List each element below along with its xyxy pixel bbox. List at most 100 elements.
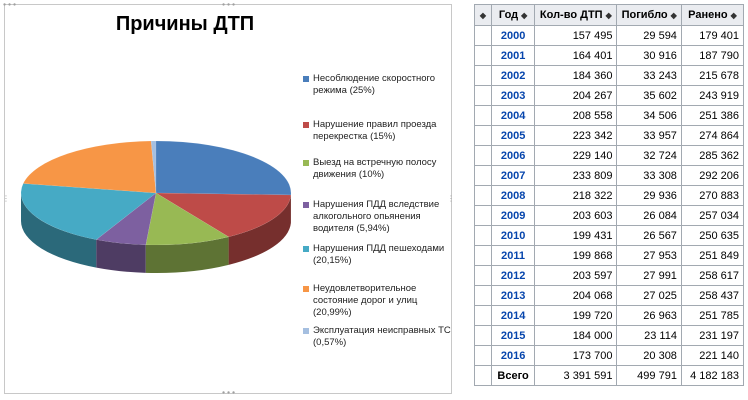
- sort-icon[interactable]: ◆: [521, 11, 528, 20]
- table-cell: 35 602: [616, 85, 682, 106]
- row-gutter-cell: [474, 345, 492, 366]
- legend-item: Нарушения ПДД вследствие алкогольного оп…: [303, 199, 451, 235]
- table-cell: 203 603: [534, 205, 618, 226]
- table-header-row: ◆ Год ◆ Кол-во ДТП ◆ Погибло ◆ Ранено ◆: [474, 4, 745, 26]
- table-row: 2016 173 700 20 308 221 140: [474, 345, 745, 366]
- year-link[interactable]: 2005: [490, 125, 536, 146]
- pie-slice-5[interactable]: [20, 183, 157, 240]
- sort-icon[interactable]: ◆: [605, 11, 612, 20]
- table-row: 2015 184 000 23 114 231 197: [474, 325, 745, 346]
- legend-item: Несоблюдение скоростного режима (25%): [303, 73, 451, 97]
- year-link[interactable]: 2008: [490, 185, 536, 206]
- row-gutter-cell: [474, 25, 492, 46]
- legend-label: Нарушения ПДД пешеходами (20,15%): [313, 243, 445, 266]
- total-cell: 499 791: [616, 365, 682, 386]
- sort-icon[interactable]: ◆: [670, 11, 677, 20]
- column-header-label: Год: [498, 9, 519, 21]
- legend-swatch: [303, 160, 309, 166]
- table-cell: 27 025: [616, 285, 682, 306]
- year-link[interactable]: 2001: [490, 45, 536, 66]
- resize-handle-icon[interactable]: ∙∙∙: [221, 388, 237, 397]
- resize-handle-icon[interactable]: ∙∙∙: [2, 0, 18, 9]
- table-cell: 27 953: [616, 245, 682, 266]
- table-row: 2008 218 322 29 936 270 883: [474, 185, 745, 206]
- row-gutter-cell: [474, 85, 492, 106]
- legend-swatch: [303, 246, 309, 252]
- row-gutter-cell: [474, 265, 492, 286]
- table-cell: 30 916: [616, 45, 682, 66]
- table-row: 2002 184 360 33 243 215 678: [474, 65, 745, 86]
- table-cell: 229 140: [534, 145, 618, 166]
- table-cell: 20 308: [616, 345, 682, 366]
- row-gutter-cell: [474, 165, 492, 186]
- pie-slice-7[interactable]: [150, 140, 157, 194]
- table-cell: 221 140: [680, 345, 745, 366]
- row-gutter-cell: [474, 225, 492, 246]
- sort-column-header[interactable]: ◆: [474, 4, 492, 26]
- table-row: 2012 203 597 27 991 258 617: [474, 265, 745, 286]
- year-link[interactable]: 2003: [490, 85, 536, 106]
- table-cell: 34 506: [616, 105, 682, 126]
- pie-slice-side: [228, 194, 291, 265]
- table-cell: 29 594: [616, 25, 682, 46]
- total-label: Всего: [490, 365, 536, 386]
- year-link[interactable]: 2004: [490, 105, 536, 126]
- table-cell: 26 963: [616, 305, 682, 326]
- legend-label: Нарушения ПДД вследствие алкогольного оп…: [313, 199, 440, 234]
- year-link[interactable]: 2013: [490, 285, 536, 306]
- year-link[interactable]: 2014: [490, 305, 536, 326]
- table-cell: 33 957: [616, 125, 682, 146]
- legend-item: Неудовлетворительное состояние дорог и у…: [303, 283, 451, 319]
- resize-handle-icon[interactable]: ⋮: [2, 194, 10, 203]
- pie-slice-3[interactable]: [145, 192, 230, 246]
- row-gutter-cell: [474, 205, 492, 226]
- table-cell: 285 362: [680, 145, 745, 166]
- year-link[interactable]: 2011: [490, 245, 536, 266]
- table-cell: 27 991: [616, 265, 682, 286]
- total-cell: 4 182 183: [680, 365, 745, 386]
- year-link[interactable]: 2015: [490, 325, 536, 346]
- table-cell: 173 700: [534, 345, 618, 366]
- table-cell: 243 919: [680, 85, 745, 106]
- legend-swatch: [303, 202, 309, 208]
- pie-slice-1[interactable]: [155, 140, 292, 196]
- table-cell: 187 790: [680, 45, 745, 66]
- resize-handle-icon[interactable]: ∙∙∙: [221, 0, 237, 9]
- year-link[interactable]: 2009: [490, 205, 536, 226]
- table-row: 2011 199 868 27 953 251 849: [474, 245, 745, 266]
- year-link[interactable]: 2012: [490, 265, 536, 286]
- pie-slice-4[interactable]: [95, 192, 157, 246]
- table-cell: 204 068: [534, 285, 618, 306]
- table-row: 2004 208 558 34 506 251 386: [474, 105, 745, 126]
- legend-label: Нарушение правил проезда перекрестка (15…: [313, 119, 437, 142]
- legend-item: Эксплуатация неисправных ТС (0,57%): [303, 325, 451, 349]
- year-link[interactable]: 2007: [490, 165, 536, 186]
- chart-title: Причины ДТП: [115, 13, 255, 35]
- chart-frame: ∙∙∙ ∙∙∙ ⋮ ⋮ ∙∙∙ Причины ДТП Несоблюдение…: [2, 0, 455, 397]
- pie-slice-2[interactable]: [155, 192, 292, 238]
- year-link[interactable]: 2016: [490, 345, 536, 366]
- resize-handle-icon[interactable]: ⋮: [447, 194, 455, 203]
- pie-slice-6[interactable]: [22, 140, 157, 194]
- year-link[interactable]: 2002: [490, 65, 536, 86]
- table-row: 2001 164 401 30 916 187 790: [474, 45, 745, 66]
- table-row: 2009 203 603 26 084 257 034: [474, 205, 745, 226]
- accidents-table: ◆ Год ◆ Кол-во ДТП ◆ Погибло ◆ Ранено ◆ 2000 157 …: [474, 4, 745, 386]
- pie-slice-side: [21, 193, 97, 268]
- table-cell: 258 437: [680, 285, 745, 306]
- legend-label: Эксплуатация неисправных ТС (0,57%): [313, 325, 451, 348]
- column-header[interactable]: Ранено ◆: [680, 4, 745, 26]
- year-link[interactable]: 2010: [490, 225, 536, 246]
- year-link[interactable]: 2000: [490, 25, 536, 46]
- row-gutter-cell: [474, 45, 492, 66]
- column-header[interactable]: Год ◆: [490, 4, 536, 26]
- sort-icon[interactable]: ◆: [730, 11, 737, 20]
- table-cell: 32 724: [616, 145, 682, 166]
- sort-icon[interactable]: ◆: [479, 11, 487, 20]
- legend-label: Выезд на встречную полосу движения (10%): [313, 157, 437, 180]
- row-gutter-cell: [474, 285, 492, 306]
- year-link[interactable]: 2006: [490, 145, 536, 166]
- column-header[interactable]: Погибло ◆: [616, 4, 682, 26]
- column-header[interactable]: Кол-во ДТП ◆: [534, 4, 618, 26]
- row-gutter-cell: [474, 325, 492, 346]
